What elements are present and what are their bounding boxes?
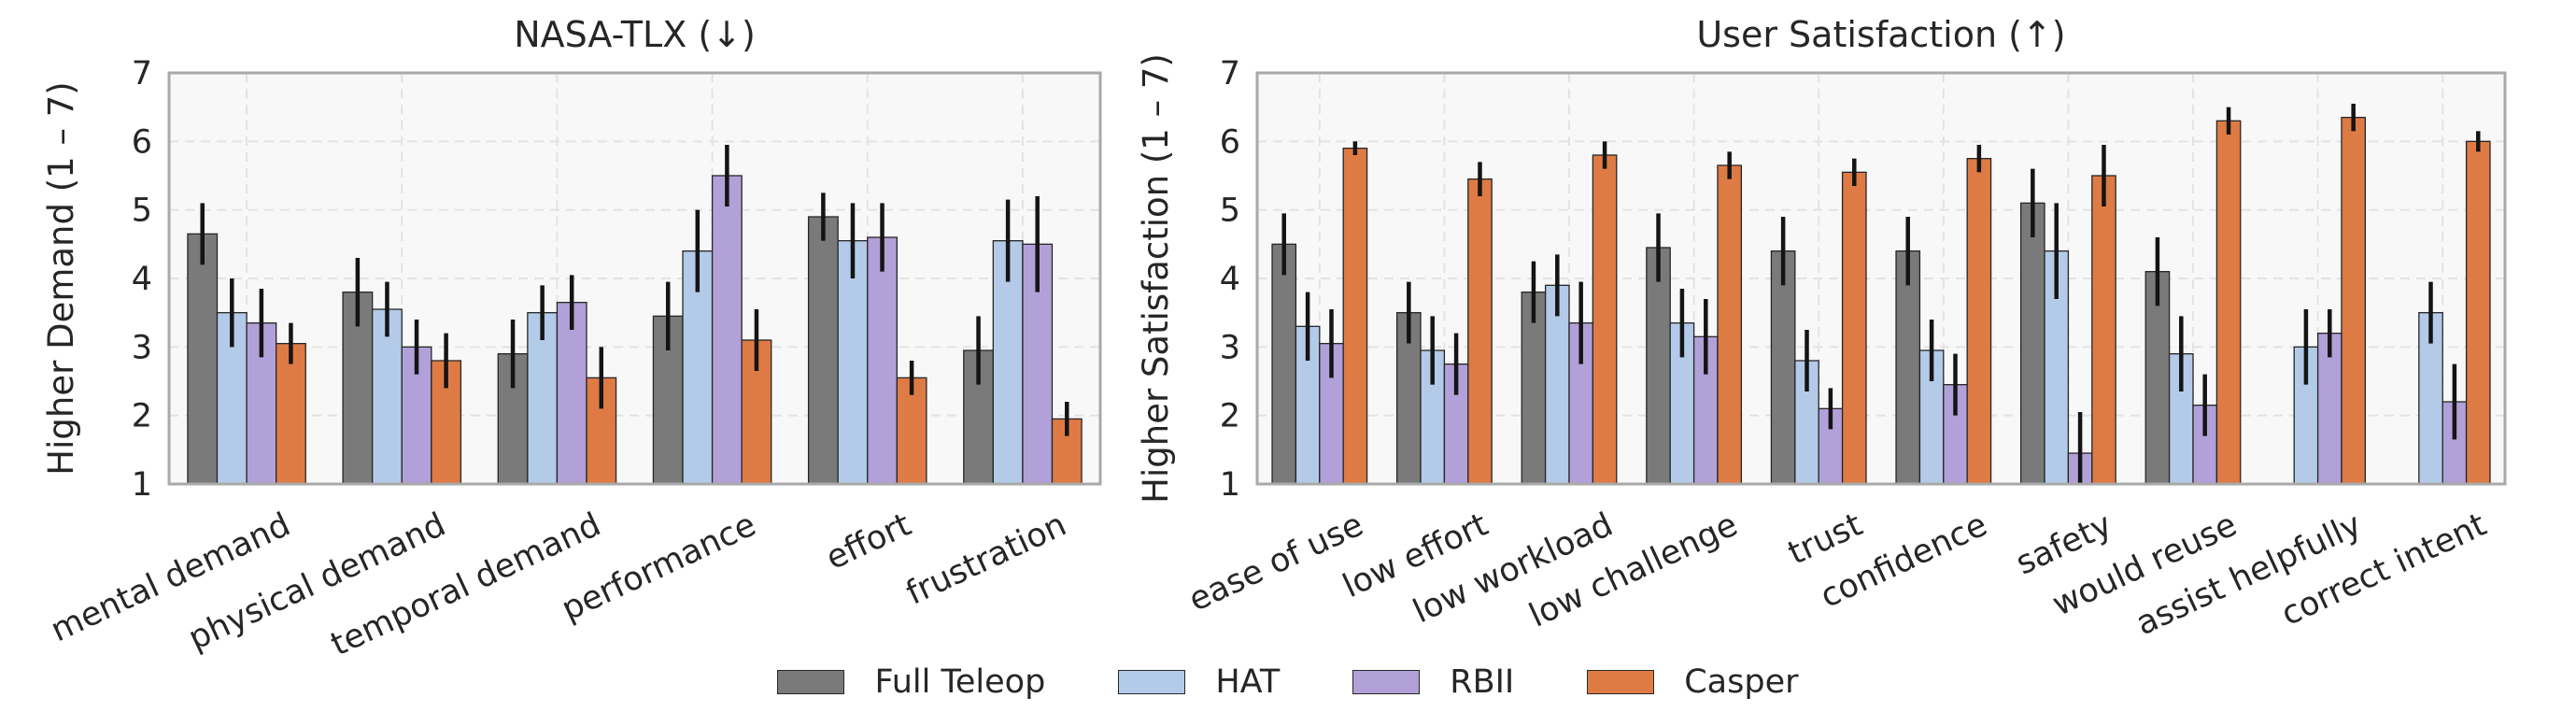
legend-label-casper: Casper	[1684, 663, 1799, 701]
bar-rbii-trust	[1818, 407, 1844, 485]
y-axis-label: Higher Satisfaction (1 – 7)	[1136, 53, 1176, 504]
bar-casper-trust	[1841, 171, 1867, 485]
y-tick-label: 2	[1220, 398, 1240, 435]
axes-frame	[167, 71, 1102, 486]
y-axis-label: Higher Demand (1 – 7)	[41, 81, 81, 475]
bar-casper-would-reuse	[2215, 120, 2242, 485]
legend-swatch-full-teleop	[777, 670, 845, 694]
x-tick-label-low-challenge: low challenge	[1523, 506, 1743, 635]
y-tick-label: 3	[1220, 329, 1240, 366]
y-tick-label: 2	[132, 398, 152, 435]
bar-rbii-physical-demand	[401, 346, 432, 485]
bar-casper-low-effort	[1467, 178, 1493, 485]
y-tick-label: 7	[1220, 55, 1240, 93]
x-tick-label-physical-demand: physical demand	[183, 506, 451, 658]
bar-rbii-assist-helpfully	[2316, 333, 2342, 485]
y-tick-label: 4	[132, 261, 152, 298]
bar-casper-low-challenge	[1717, 164, 1743, 485]
bar-full-teleop-safety	[2019, 202, 2045, 485]
bar-casper-ease-of-use	[1342, 148, 1368, 485]
y-tick-label: 6	[1220, 123, 1240, 161]
y-tick-label: 3	[132, 329, 152, 366]
legend-swatch-hat	[1118, 670, 1186, 694]
y-tick-label: 5	[132, 192, 152, 230]
bar-full-teleop-trust	[1770, 250, 1796, 485]
x-tick-label-effort: effort	[820, 506, 916, 577]
x-tick-label-frustration: frustration	[900, 506, 1071, 613]
legend-label-full-teleop: Full Teleop	[874, 663, 1046, 701]
bar-full-teleop-ease-of-use	[1271, 243, 1297, 485]
bar-full-teleop-mental-demand	[187, 233, 219, 485]
bar-rbii-performance	[711, 175, 743, 485]
legend-swatch-rbii	[1352, 670, 1421, 694]
y-tick-label: 4	[1220, 261, 1240, 298]
bar-rbii-temporal-demand	[556, 302, 587, 485]
chart-title: User Satisfaction (↑)	[1696, 14, 2065, 55]
bar-casper-assist-helpfully	[2341, 117, 2367, 485]
bar-casper-safety	[2091, 175, 2116, 485]
y-tick-label: 1	[132, 466, 152, 504]
legend-swatch-casper	[1587, 670, 1655, 694]
y-tick-label: 6	[132, 123, 152, 161]
bar-full-teleop-effort	[807, 216, 839, 485]
y-tick-label: 1	[1220, 466, 1240, 504]
bar-casper-confidence	[1966, 158, 1992, 485]
legend: Full Teleop HAT RBII Casper	[0, 654, 2576, 710]
bar-rbii-effort	[867, 236, 898, 485]
axes-frame	[1255, 71, 2507, 486]
bar-full-teleop-low-challenge	[1646, 247, 1671, 485]
bar-casper-mental-demand	[276, 343, 306, 485]
bar-full-teleop-confidence	[1895, 250, 1921, 485]
legend-item-rbii: RBII	[1352, 663, 1514, 701]
y-tick-label: 7	[132, 55, 152, 93]
legend-item-casper: Casper	[1587, 663, 1799, 701]
x-tick-label-correct-intent: correct intent	[2276, 506, 2492, 634]
bar-casper-low-workload	[1592, 154, 1618, 485]
x-tick-label-ease-of-use: ease of use	[1183, 506, 1369, 619]
y-tick-label: 5	[1220, 192, 1240, 230]
x-tick-label-temporal-demand: temporal demand	[325, 506, 606, 664]
legend-label-rbii: RBII	[1450, 663, 1515, 701]
legend-item-full-teleop: Full Teleop	[777, 663, 1045, 701]
legend-item-hat: HAT	[1118, 663, 1280, 701]
chart-title: NASA-TLX (↓)	[514, 14, 756, 55]
bar-casper-correct-intent	[2465, 140, 2491, 485]
legend-label-hat: HAT	[1215, 663, 1281, 701]
